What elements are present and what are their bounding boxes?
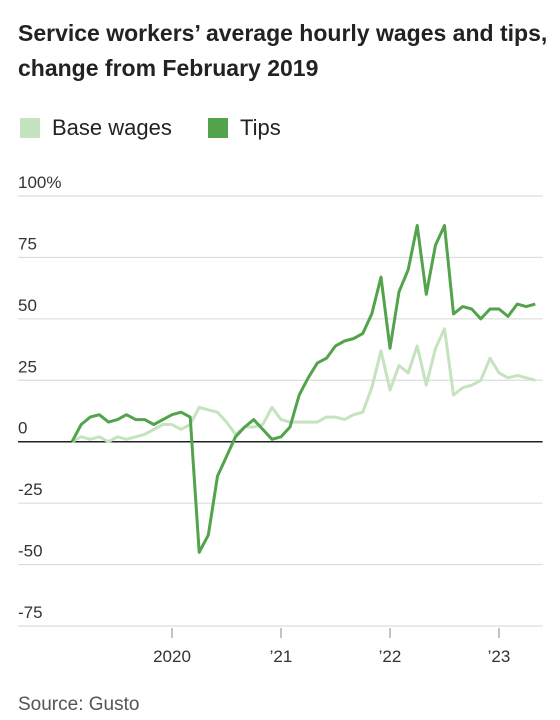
x-tick-label: ’23: [488, 647, 511, 666]
x-tick-label: 2020: [153, 647, 191, 666]
y-tick-label: -50: [18, 542, 43, 561]
source: Source: Gusto: [18, 694, 139, 715]
series-line: [71, 327, 536, 444]
y-tick-label: 0: [18, 419, 27, 438]
series-line: [70, 224, 536, 554]
y-tick-label: 50: [18, 296, 37, 315]
y-tick-label: 100%: [18, 173, 61, 192]
x-tick-label: ’21: [270, 647, 293, 666]
y-tick-label: 75: [18, 234, 37, 253]
legend-label: Base wages: [52, 115, 172, 140]
x-tick-label: ’22: [379, 647, 402, 666]
legend-swatch: [208, 118, 228, 138]
legend-label: Tips: [240, 115, 281, 140]
chart-title: Service workers’ average hourly wages an…: [18, 20, 548, 81]
legend-swatch: [20, 118, 40, 138]
y-tick-label: -75: [18, 603, 43, 622]
y-tick-label: -25: [18, 480, 43, 499]
y-tick-label: 25: [18, 357, 37, 376]
